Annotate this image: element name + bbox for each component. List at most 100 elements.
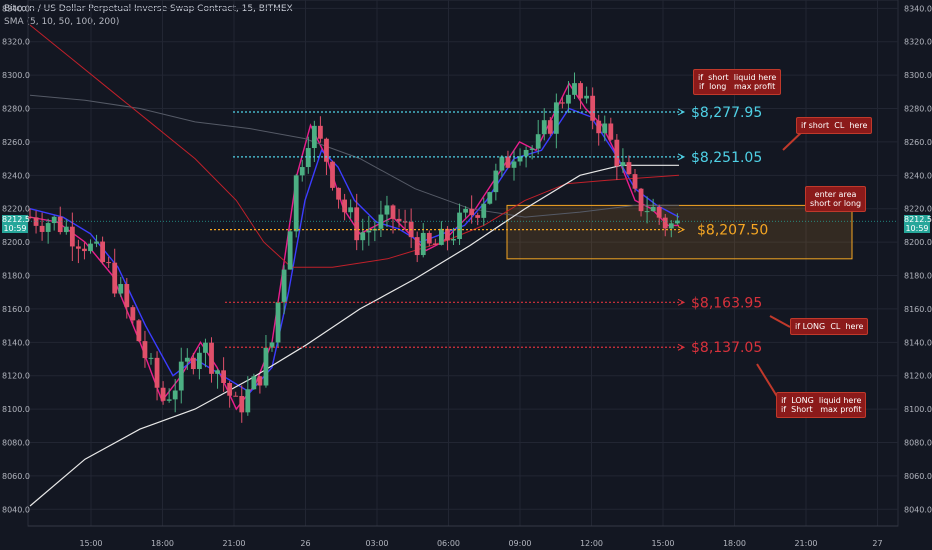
x-tick-label: 21:00 (794, 539, 817, 548)
candle-body (82, 248, 87, 252)
candle-body (287, 231, 293, 270)
entry-level-arrow (677, 226, 686, 234)
note-short-liquid: if short liquid here if long max profit (693, 69, 782, 95)
candle-body (142, 341, 148, 359)
candle-body (451, 239, 456, 241)
upper-target-level-arrow (677, 108, 686, 116)
candle-body (523, 149, 529, 157)
candle-body (233, 395, 239, 397)
y-tick-label: 8340.0 (904, 4, 932, 13)
candle-body (148, 357, 154, 359)
note-enter-area: enter area short or long (805, 186, 867, 212)
chart-title: Bitcoin / US Dollar Perpetual Inverse Sw… (4, 4, 293, 14)
candle-body (330, 161, 335, 188)
candle-body (118, 284, 124, 294)
y-tick-label: 8280.0 (904, 105, 932, 114)
candle-body (578, 83, 583, 99)
note-long-cl: if LONG CL here (790, 318, 869, 335)
candle-body (420, 232, 426, 256)
y-tick-label-left: 8080.0 (2, 439, 30, 448)
candle-body (51, 216, 57, 224)
candle-body (57, 216, 63, 233)
candle-body (263, 347, 269, 386)
candle-body (112, 262, 118, 294)
candle-body (197, 352, 202, 370)
y-tick-label-left: 8060.0 (2, 472, 30, 481)
short-stop-level-arrow (677, 153, 686, 161)
candle-body (190, 357, 196, 370)
candle-body (209, 342, 214, 374)
y-tick-label: 8060.0 (904, 472, 932, 481)
x-tick-label: 06:00 (437, 539, 460, 548)
candle-body (572, 83, 577, 95)
candle-body (130, 307, 136, 321)
candle-body (463, 208, 468, 213)
long-stop-level-arrow (677, 298, 686, 306)
long-stop-level-label: $8,163.95 (691, 295, 762, 311)
candle-body (499, 156, 505, 171)
lower-target-level-arrow (677, 343, 686, 351)
sma10-line (29, 107, 680, 394)
candle-body (644, 211, 650, 213)
candle-body (668, 223, 674, 229)
candle-body (638, 188, 644, 212)
y-tick-label-left: 8300.0 (2, 71, 30, 80)
indicator-legend[interactable]: SMA (5, 10, 50, 100, 200) (4, 17, 120, 27)
y-tick-label-left: 8280.0 (2, 105, 30, 114)
candle-body (553, 102, 559, 134)
candle-body (178, 361, 184, 391)
candle-body (541, 120, 547, 135)
y-tick-label: 8180.0 (904, 272, 932, 281)
candle-body (656, 206, 662, 218)
candle-body (215, 370, 220, 374)
y-tick-label: 8260.0 (904, 138, 932, 147)
candle-body (626, 162, 632, 175)
candle-body (221, 370, 226, 383)
candle-body (439, 228, 444, 245)
candle-body (63, 226, 69, 233)
x-tick-label: 26 (300, 539, 310, 548)
candle-body (348, 207, 354, 213)
y-tick-label-left: 8100.0 (2, 405, 30, 414)
candle-body (584, 95, 589, 99)
candle-body (305, 148, 311, 168)
candle-body (124, 284, 130, 308)
current-price-tag-left: 8212.5 10:59 (2, 215, 30, 234)
candle-body (662, 217, 668, 229)
candle-body (106, 262, 112, 264)
note-pointer (756, 363, 779, 399)
candle-body (100, 241, 105, 263)
y-tick-label-left: 8120.0 (2, 372, 30, 381)
candle-body (366, 230, 372, 233)
candle-body (378, 214, 384, 229)
candle-body (257, 376, 263, 386)
x-tick-label: 18:00 (723, 539, 746, 548)
bar-countdown: 10:59 (905, 224, 929, 234)
candle-body (602, 123, 608, 134)
x-tick-label: 27 (872, 539, 882, 548)
candle-body (517, 156, 523, 162)
candle-body (245, 389, 251, 413)
candle-body (414, 237, 420, 256)
y-tick-label: 8240.0 (904, 171, 932, 180)
y-tick-label: 8140.0 (904, 338, 932, 347)
candle-body (136, 320, 142, 342)
candle-body (632, 174, 638, 189)
y-tick-label-left: 8240.0 (2, 171, 30, 180)
entry-level-label: $8,207.50 (697, 223, 768, 239)
candle-body (269, 342, 275, 348)
candle-body (445, 228, 450, 241)
x-tick-label: 15:00 (651, 539, 674, 548)
candle-body (620, 162, 626, 167)
y-tick-label-left: 8040.0 (2, 505, 30, 514)
sma50-line (29, 94, 679, 218)
current-price-tag: 8212.5 10:59 (904, 215, 932, 234)
candle-body (76, 246, 81, 249)
candle-body (674, 220, 680, 224)
candle-body (396, 218, 402, 222)
candle-body (336, 187, 341, 200)
candle-body (27, 217, 33, 219)
x-tick-label: 18:00 (151, 539, 174, 548)
candle-body (33, 217, 39, 226)
